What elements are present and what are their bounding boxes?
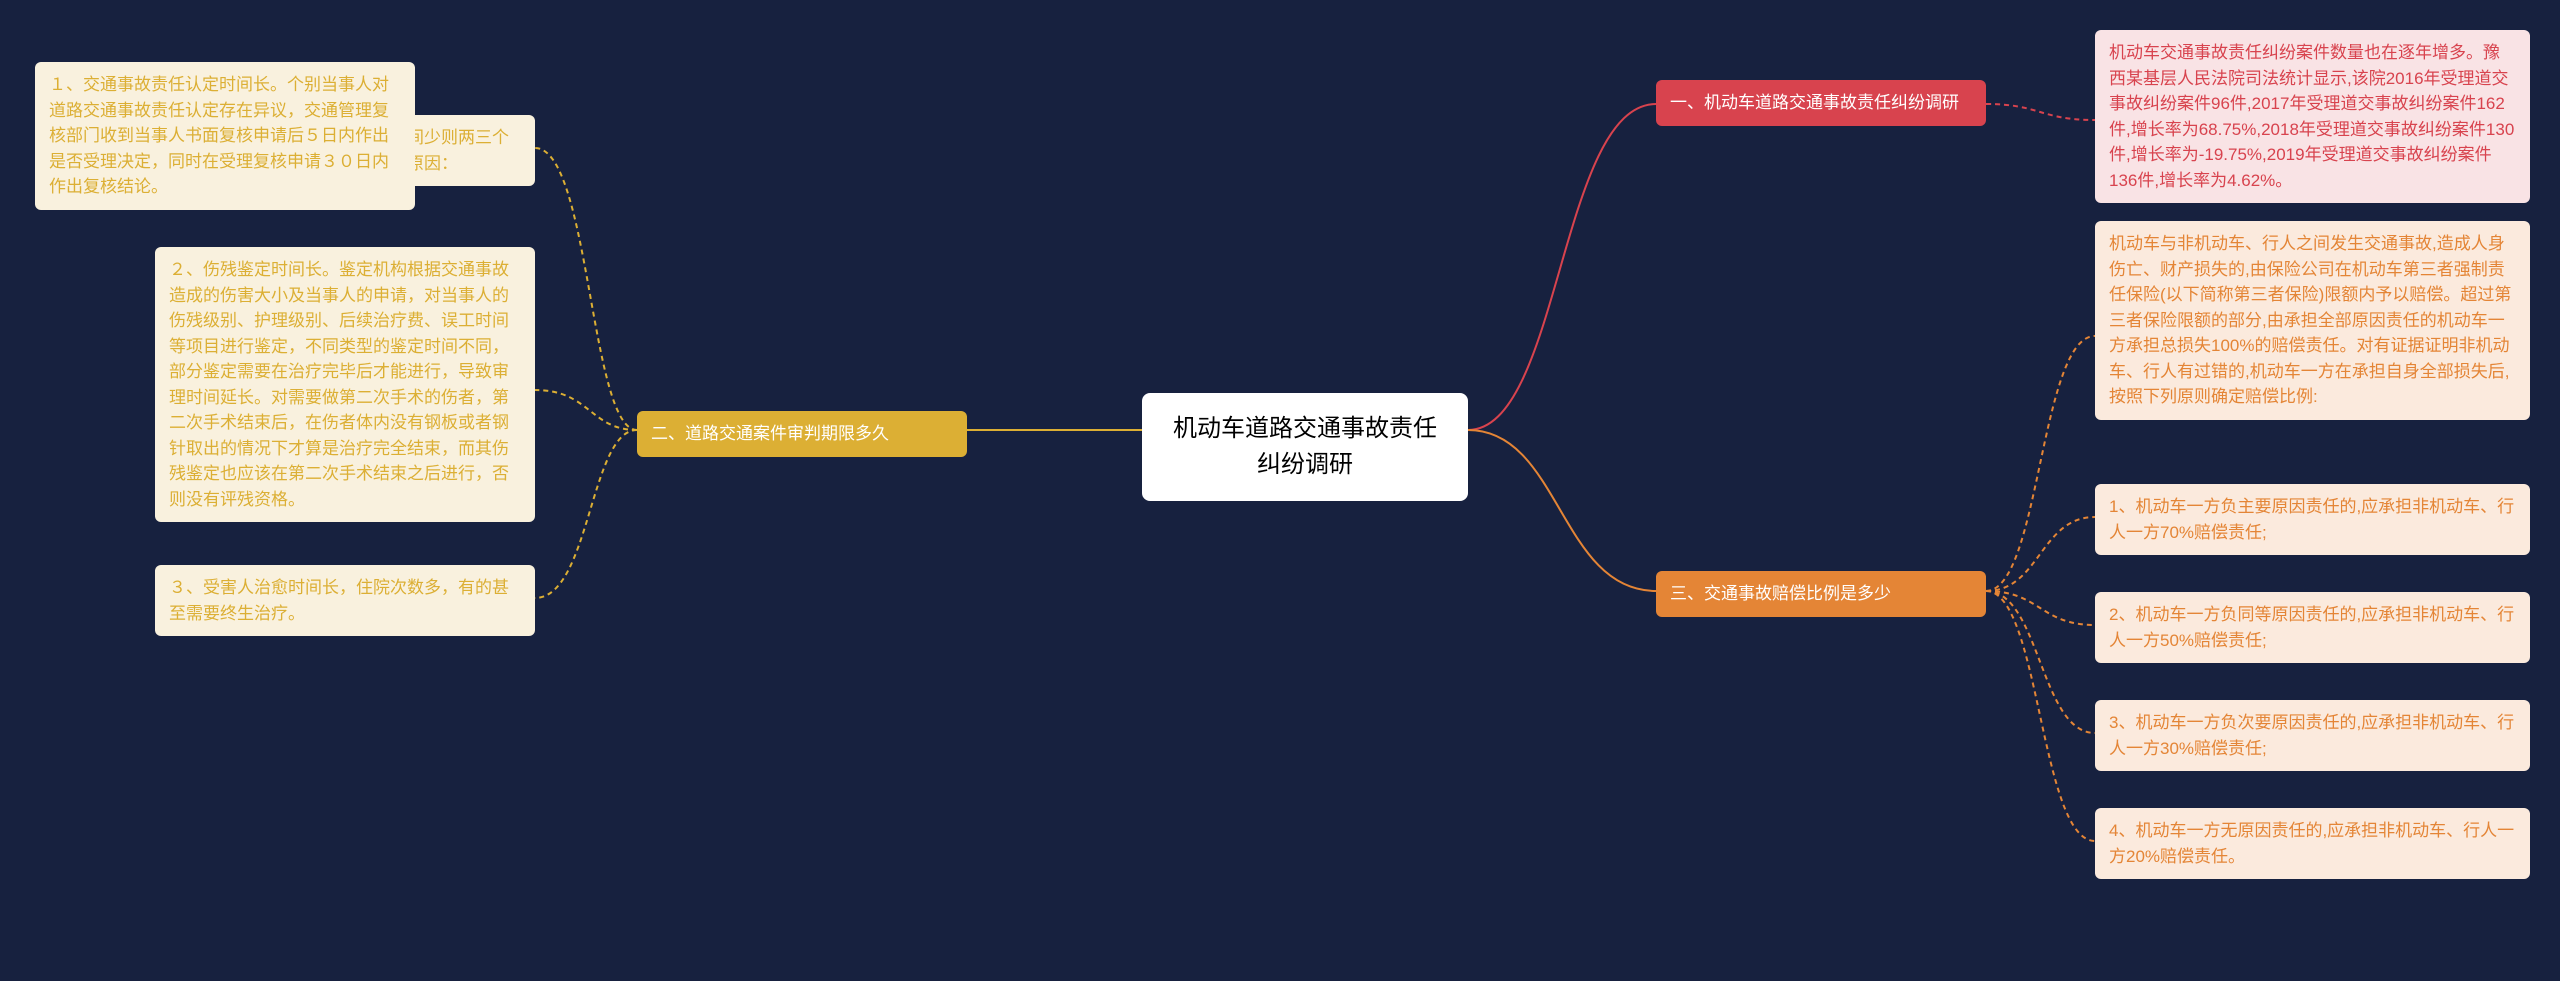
leaf-node-branch3_child4[interactable]: 3、机动车一方负次要原因责任的,应承担非机动车、行人一方30%赔偿责任; [2095, 700, 2530, 771]
branch-node-branch1[interactable]: 一、机动车道路交通事故责任纠纷调研 [1656, 80, 1986, 126]
leaf-node-branch3_child2[interactable]: 1、机动车一方负主要原因责任的,应承担非机动车、行人一方70%赔偿责任; [2095, 484, 2530, 555]
branch-node-branch2[interactable]: 二、道路交通案件审判期限多久 [637, 411, 967, 457]
leaf-node-branch2_child3[interactable]: ３、受害人治愈时间长，住院次数多，有的甚至需要终生治疗。 [155, 565, 535, 636]
center-node[interactable]: 机动车道路交通事故责任 纠纷调研 [1142, 393, 1468, 501]
leaf-node-detached1[interactable]: １、交通事故责任认定时间长。个别当事人对道路交通事故责任认定存在异议，交通管理复… [35, 62, 415, 210]
leaf-node-branch2_child2[interactable]: ２、伤残鉴定时间长。鉴定机构根据交通事故造成的伤害大小及当事人的申请，对当事人的… [155, 247, 535, 522]
leaf-node-branch1_child1[interactable]: 机动车交通事故责任纠纷案件数量也在逐年增多。豫西某基层人民法院司法统计显示,该院… [2095, 30, 2530, 203]
branch-node-branch3[interactable]: 三、交通事故赔偿比例是多少 [1656, 571, 1986, 617]
leaf-node-branch3_child3[interactable]: 2、机动车一方负同等原因责任的,应承担非机动车、行人一方50%赔偿责任; [2095, 592, 2530, 663]
leaf-node-branch3_child1[interactable]: 机动车与非机动车、行人之间发生交通事故,造成人身伤亡、财产损失的,由保险公司在机… [2095, 221, 2530, 420]
leaf-node-branch3_child5[interactable]: 4、机动车一方无原因责任的,应承担非机动车、行人一方20%赔偿责任。 [2095, 808, 2530, 879]
